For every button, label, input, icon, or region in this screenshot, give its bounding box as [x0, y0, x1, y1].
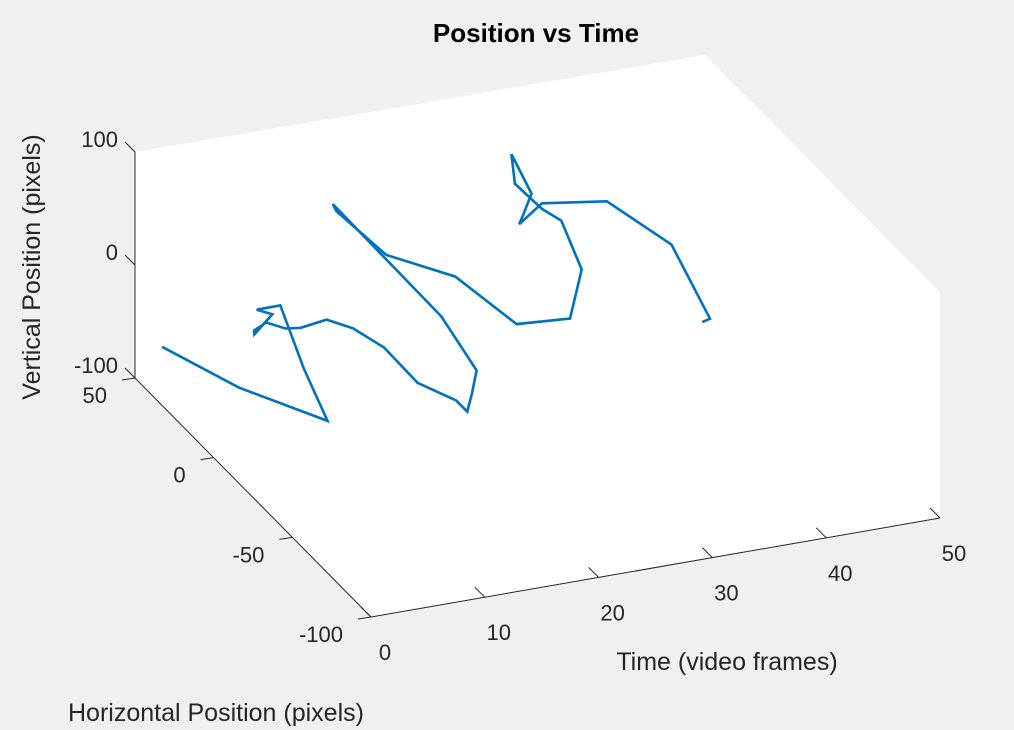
z-ticks: -100 0 100	[74, 127, 136, 379]
y-axis-label: Horizontal Position (pixels)	[68, 699, 364, 727]
x-axis-label: Time (video frames)	[616, 648, 837, 676]
x-tick-label: 40	[828, 561, 852, 586]
z-tick-mark	[124, 367, 136, 379]
x-tick-mark	[929, 507, 941, 519]
y-ticks: -100 -50 0 50	[83, 377, 372, 647]
z-tick-label: 0	[106, 240, 118, 265]
series-line	[161, 153, 712, 424]
y-axis-line	[134, 377, 372, 618]
x-ticks: 0 10 20 30 40 50	[360, 507, 966, 665]
x-tick-label: 50	[942, 541, 966, 566]
plot-area	[135, 55, 940, 617]
y-tick-label: -50	[233, 542, 265, 567]
x-tick-mark	[474, 586, 486, 598]
x-tick-mark	[702, 547, 713, 558]
z-tick-mark	[124, 141, 136, 153]
x-axis-line	[370, 517, 941, 618]
y-tick-mark	[279, 536, 293, 540]
x-tick-label: 30	[714, 581, 738, 606]
y-tick-mark	[121, 377, 136, 381]
x-tick-label: 0	[379, 640, 391, 665]
x-tick-mark	[815, 527, 827, 539]
z-axis-label: Vertical Position (pixels)	[18, 134, 46, 399]
z-tick-label: -100	[74, 353, 118, 378]
z-axis: -100 0 100 Vertical Position (pixels)	[18, 127, 136, 400]
z-tick-label: 100	[81, 127, 118, 152]
y-tick-label: -100	[299, 622, 343, 647]
x-tick-mark	[588, 567, 599, 578]
x-tick-label: 20	[600, 600, 624, 625]
x-axis: 0 10 20 30 40 50 Time (video frames)	[360, 507, 966, 676]
z-tick-mark	[124, 254, 136, 266]
y-axis: -100 -50 0 50 Horizontal Position (pixels)	[68, 377, 372, 727]
series-layer	[161, 153, 712, 424]
chart-title: Position vs Time	[433, 18, 639, 48]
y-tick-mark	[200, 457, 214, 461]
y-tick-mark	[357, 616, 372, 620]
y-tick-label: 0	[173, 463, 185, 488]
x-tick-label: 10	[487, 620, 511, 645]
y-tick-label: 50	[83, 383, 107, 408]
